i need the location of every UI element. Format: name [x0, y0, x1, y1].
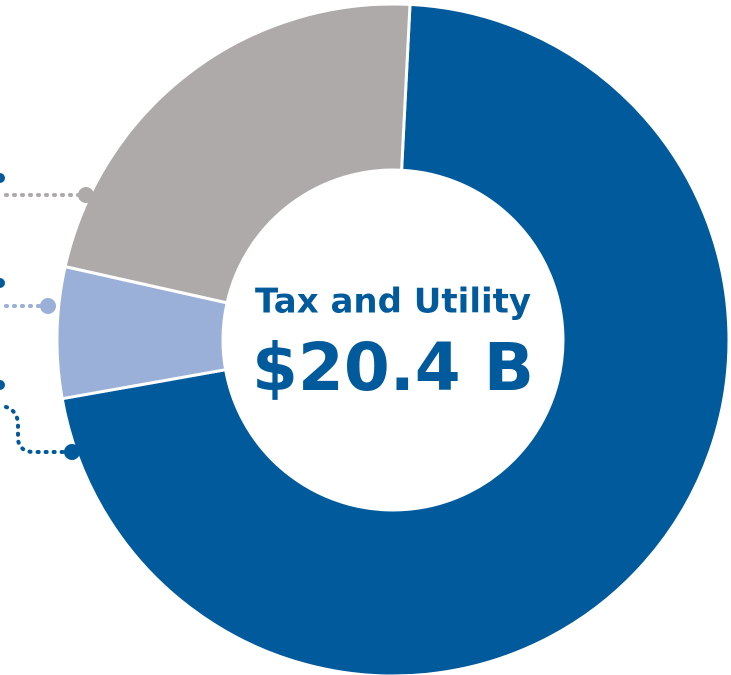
center-label: Tax and Utility [255, 282, 531, 322]
donut [55, 2, 731, 675]
leader-dot [0, 278, 5, 288]
leader-dot [64, 444, 80, 460]
leader-dot [78, 187, 94, 203]
center-value: $20.4 B [252, 329, 534, 406]
leader-dot [0, 380, 5, 390]
leader-line [4, 405, 72, 454]
leader-lines [4, 193, 86, 454]
leader-dots [0, 173, 94, 460]
slice [63, 2, 412, 305]
leader-dot [40, 298, 56, 314]
slice [60, 2, 731, 675]
leader-dot [0, 173, 5, 183]
